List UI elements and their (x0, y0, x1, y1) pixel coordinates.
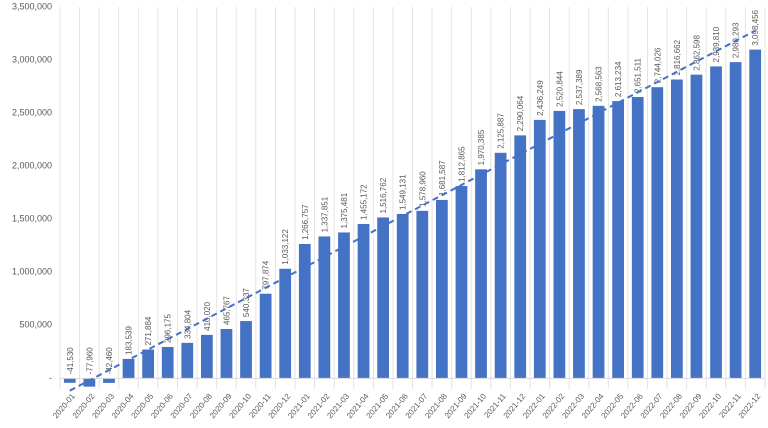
bar (83, 378, 96, 387)
y-tick-label: 1,000,000 (12, 267, 52, 277)
data-label: 2,568,563 (595, 66, 604, 102)
bar (455, 186, 468, 379)
bar (259, 293, 272, 379)
data-label: 296,175 (164, 313, 173, 342)
bar (671, 79, 683, 379)
data-label: 540,337 (242, 288, 251, 317)
bar (710, 66, 722, 379)
data-label: 410,020 (203, 301, 212, 330)
y-tick-label: 3,000,000 (12, 54, 52, 64)
bar (181, 342, 194, 379)
bar (298, 243, 311, 379)
bar (103, 378, 115, 383)
y-tick-label: 2,000,000 (12, 161, 52, 171)
data-label: 334,804 (183, 309, 192, 338)
y-tick-label: 500,000 (19, 320, 52, 330)
bar (338, 232, 350, 379)
bar (436, 199, 448, 379)
bar (514, 135, 527, 379)
trendline (69, 29, 756, 392)
data-label: 1,033,122 (281, 229, 290, 265)
bar (573, 109, 585, 379)
data-label: 2,744,026 (653, 47, 662, 83)
data-label: 2,520,844 (555, 71, 564, 107)
y-tick-label: 1,500,000 (12, 214, 52, 224)
data-label: -42,460 (105, 347, 114, 375)
bar (612, 101, 624, 379)
bar (729, 62, 742, 379)
data-label: 1,375,481 (340, 192, 349, 228)
data-label: 1,578,960 (418, 171, 427, 207)
bar (357, 223, 370, 379)
bar (63, 378, 76, 383)
data-label: 1,266,757 (301, 204, 310, 240)
data-label: 183,539 (125, 325, 134, 354)
x-tick-label: 2022-12 (737, 391, 763, 420)
bar (122, 358, 135, 379)
bar (475, 169, 487, 379)
bar (377, 217, 389, 379)
data-label: 2,125,887 (497, 113, 506, 149)
bar (651, 87, 664, 379)
data-label: 1,455,172 (360, 184, 369, 220)
data-label: 465,767 (222, 295, 231, 324)
data-label: 1,549,131 (399, 174, 408, 210)
bar (749, 49, 762, 379)
bar (201, 334, 213, 379)
data-label: 797,874 (262, 260, 271, 289)
bar (318, 236, 331, 379)
data-label: 2,436,249 (536, 80, 545, 116)
bar (161, 346, 174, 379)
bar (690, 74, 703, 379)
data-label: 2,816,662 (673, 39, 682, 75)
data-label: -41,530 (66, 347, 75, 375)
data-label: 3,098,456 (751, 9, 760, 45)
bar (553, 110, 566, 379)
data-label: 1,337,851 (320, 196, 329, 232)
bar (396, 214, 409, 379)
bar (533, 119, 546, 379)
bar (220, 328, 233, 379)
data-label: 2,537,389 (575, 69, 584, 105)
data-label: 1,516,762 (379, 177, 388, 213)
data-label: 2,862,598 (692, 34, 701, 70)
data-label: 1,681,587 (438, 160, 447, 196)
bar (240, 321, 252, 379)
y-tick-label: 3,500,000 (12, 1, 52, 11)
data-label: 2,651,511 (634, 57, 643, 93)
data-label: 1,970,385 (477, 129, 486, 165)
data-label: 2,939,810 (712, 26, 721, 62)
data-label: -77,960 (85, 347, 94, 375)
data-label: 2,613,234 (614, 61, 623, 97)
data-label: 1,812,865 (457, 146, 466, 182)
bar (142, 349, 154, 379)
bar (416, 210, 429, 379)
data-label: 271,884 (144, 316, 153, 345)
bar (631, 97, 644, 379)
bar (592, 105, 605, 379)
data-label: 2,290,064 (516, 95, 525, 131)
y-tick-label: 2,500,000 (12, 107, 52, 117)
bar (494, 152, 507, 379)
bar (279, 268, 292, 379)
y-tick-label: - (49, 373, 52, 383)
